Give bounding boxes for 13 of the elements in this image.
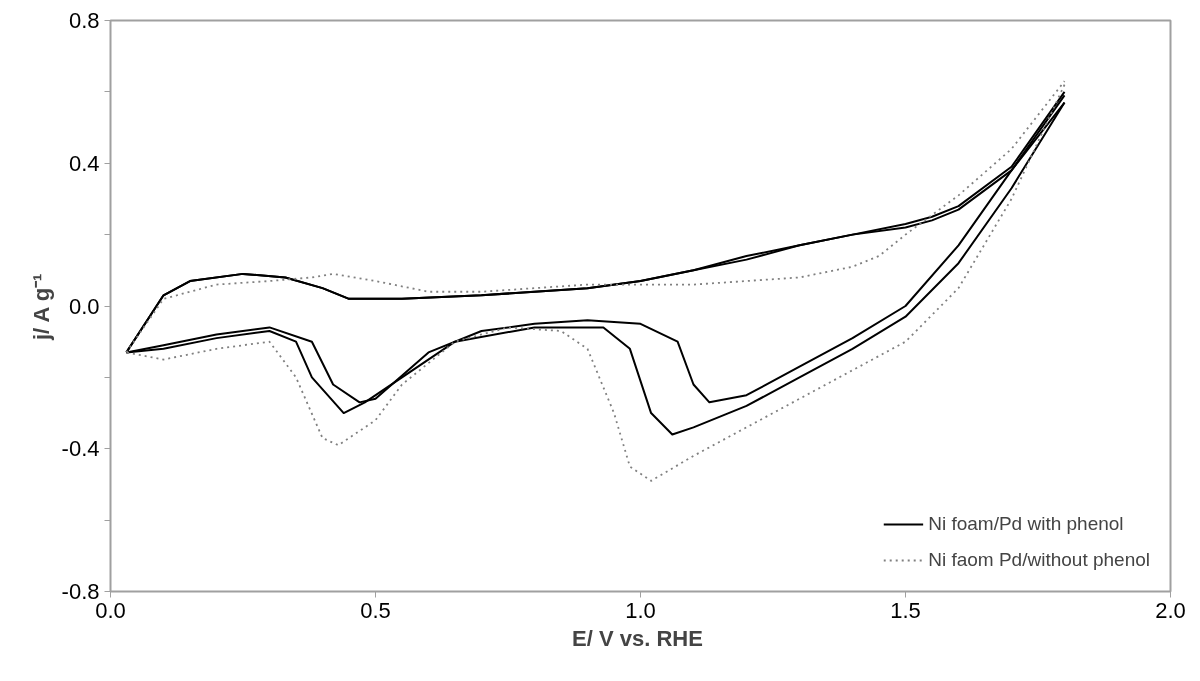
legend-label: Ni foam/Pd with phenol: [928, 513, 1124, 535]
y-tick-label: 0.4: [68, 150, 100, 176]
legend-label: Ni faom Pd/without phenol: [928, 549, 1150, 571]
x-tick-label: 0.5: [360, 597, 391, 623]
x-tick-label: 1.5: [890, 597, 921, 623]
y-axis-title: j/ A g⁻¹: [28, 273, 54, 342]
x-axis-title: E/ V vs. RHE: [572, 625, 703, 651]
x-tick-label: 1.0: [625, 597, 656, 623]
y-tick-label: -0.8: [61, 579, 100, 604]
x-tick-label: 2.0: [1155, 597, 1186, 623]
y-tick-label: 0.8: [68, 8, 100, 33]
y-tick-label: 0.0: [68, 293, 100, 319]
y-tick-label: -0.4: [61, 436, 100, 462]
